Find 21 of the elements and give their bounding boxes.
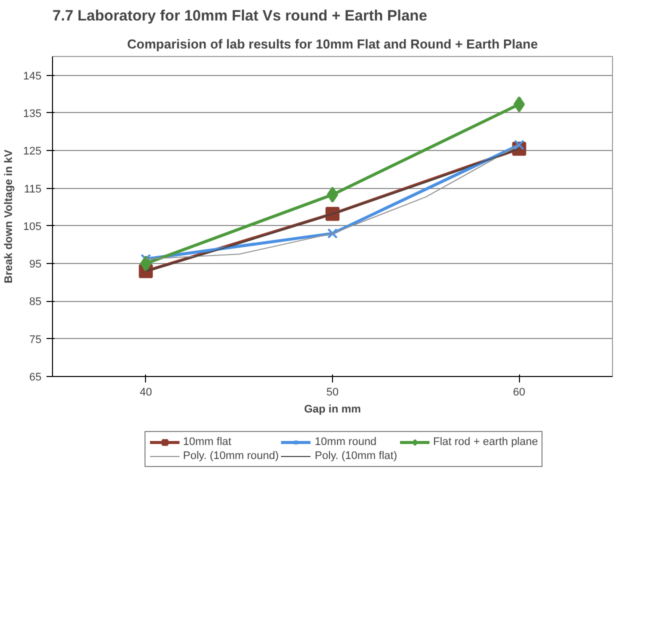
legend-label: Poly. (10mm round) [183, 450, 279, 462]
legend-label: 10mm flat [183, 436, 232, 448]
y-tick-label: 65 [29, 372, 42, 384]
x-tick-label: 40 [140, 386, 152, 398]
x-tick-label: 60 [513, 386, 526, 398]
y-tick-label: 135 [23, 108, 42, 120]
y-tick-label: 75 [29, 334, 42, 346]
text: 7.7 Laboratory for 10mm Flat Vs round + Earth Plane [52, 8, 428, 24]
legend-label: 10mm round [314, 436, 377, 448]
y-tick-label: 85 [29, 296, 42, 308]
y-tick-label: 115 [24, 183, 42, 196]
y-axis-title: Break down Voltage in kV [3, 149, 16, 284]
x-tick-label: 50 [326, 386, 339, 398]
y-tick-label: 105 [23, 220, 42, 233]
legend-label: Poly. (10mm flat) [314, 450, 398, 462]
y-tick-label: 125 [23, 146, 42, 158]
y-tick-label: 95 [29, 258, 42, 271]
x-axis-title: Gap in mm [304, 404, 362, 416]
chart-title: Comparision of lab results for 10mm Flat and Round + Earth Plane [127, 36, 538, 52]
y-tick-label: 145 [23, 70, 42, 82]
legend-label: Flat rod + earth plane [433, 436, 538, 448]
